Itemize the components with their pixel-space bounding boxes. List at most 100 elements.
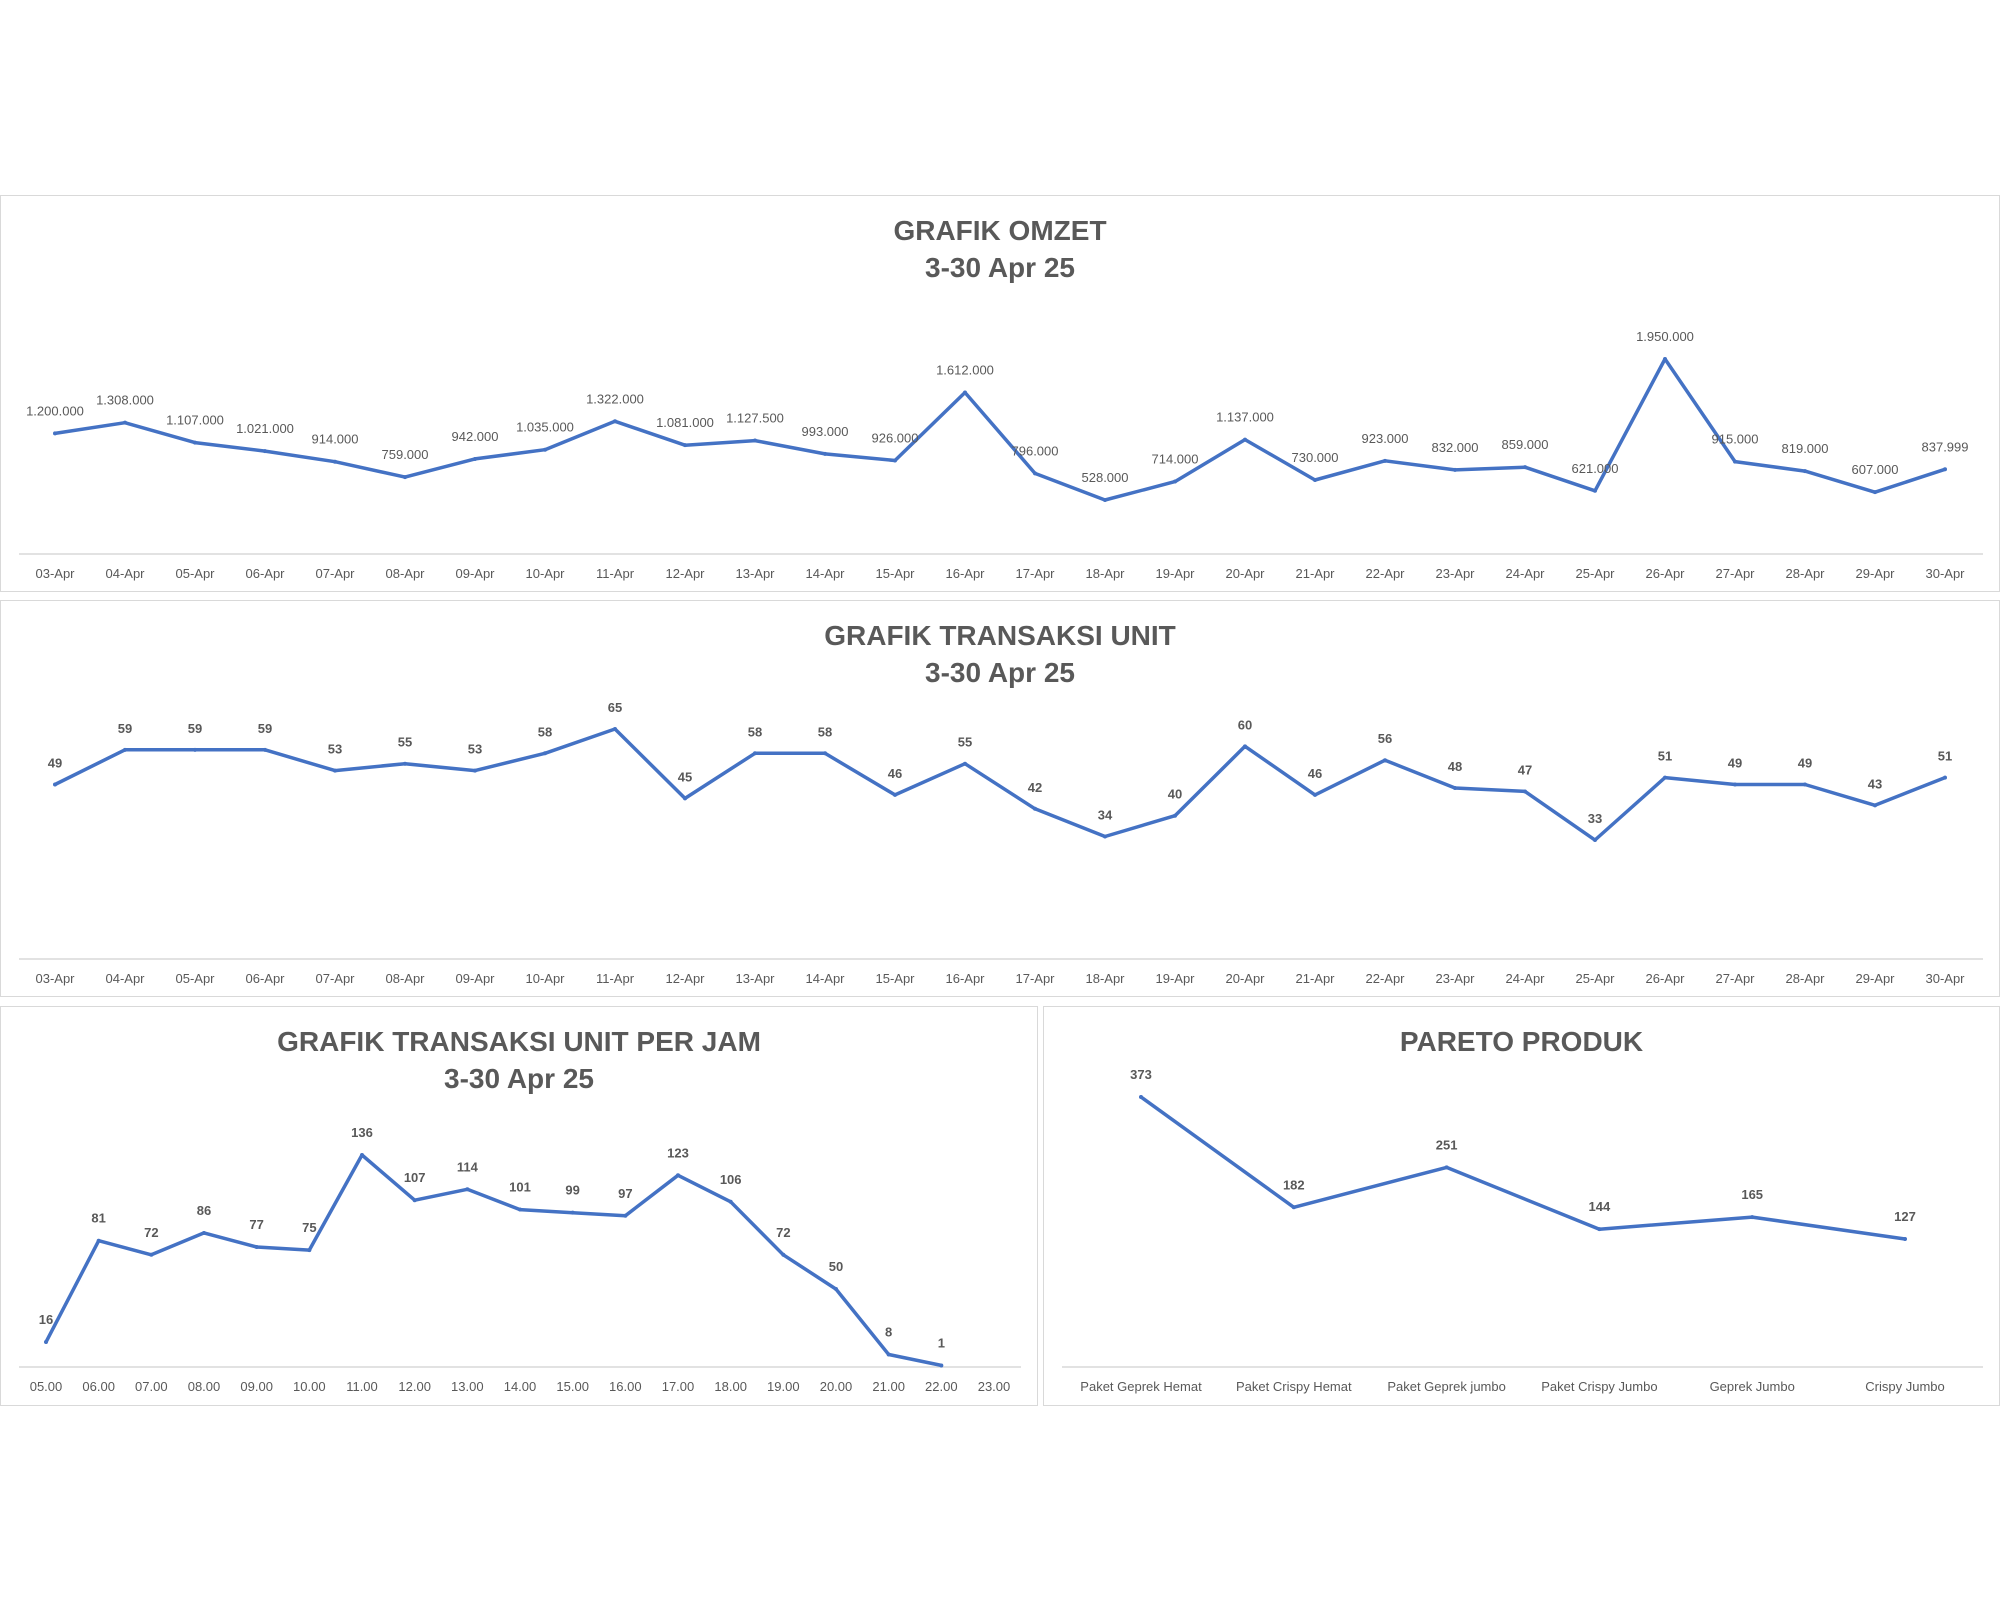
omzet-tick-label: 06-Apr xyxy=(245,566,285,581)
transaksi-tick-label: 09-Apr xyxy=(455,971,495,986)
pareto-series-line xyxy=(1139,1095,1907,1241)
per-jam-tick-label: 15.00 xyxy=(556,1379,589,1394)
transaksi-unit-chart-panel: GRAFIK TRANSAKSI UNIT 3-30 Apr 25 49 59 59… xyxy=(0,600,2000,997)
omzet-data-label: 714.000 xyxy=(1152,452,1199,467)
transaksi-tick-label: 11-Apr xyxy=(596,971,635,986)
transaksi-chart-title-block: GRAFIK TRANSAKSI UNIT 3-30 Apr 25 xyxy=(1,617,1999,691)
per-jam-data-label: 107 xyxy=(404,1170,426,1185)
omzet-line-chart: 1.200.000 1.308.000 1.107.000 1.021.000 914.… xyxy=(19,329,1983,581)
omzet-data-point xyxy=(1173,479,1177,484)
per-jam-tick-label: 17.00 xyxy=(662,1379,695,1394)
omzet-tick-label: 08-Apr xyxy=(385,566,425,581)
omzet-data-label: 923.000 xyxy=(1362,431,1409,446)
omzet-tick-label: 12-Apr xyxy=(665,566,705,581)
transaksi-data-point xyxy=(1313,792,1317,797)
transaksi-tick-label: 18-Apr xyxy=(1085,971,1125,986)
transaksi-data-point xyxy=(333,768,337,773)
transaksi-data-point xyxy=(823,751,827,756)
per-jam-tick-label: 14.00 xyxy=(504,1379,537,1394)
omzet-data-point xyxy=(683,443,687,448)
omzet-data-point xyxy=(1103,498,1107,502)
omzet-data-label: 832.000 xyxy=(1432,440,1479,455)
per-jam-data-label: 1 xyxy=(938,1335,945,1350)
omzet-data-label: 1.035.000 xyxy=(516,420,574,435)
omzet-tick-label: 26-Apr xyxy=(1645,566,1685,581)
omzet-data-label: 1.200.000 xyxy=(26,403,84,418)
omzet-data-label: 1.081.000 xyxy=(656,415,714,430)
omzet-tick-label: 11-Apr xyxy=(596,566,635,581)
omzet-tick-label: 13-Apr xyxy=(735,566,775,581)
per-jam-data-label: 86 xyxy=(197,1203,211,1218)
pareto-data-label: 373 xyxy=(1130,1067,1152,1082)
per-jam-data-point xyxy=(676,1173,680,1178)
per-jam-data-point xyxy=(939,1363,944,1368)
pareto-data-point xyxy=(1291,1205,1296,1210)
omzet-tick-label: 22-Apr xyxy=(1365,566,1405,581)
pareto-line-chart: 373 182 251 144 165 127 Paket Geprek Hemat Pake… xyxy=(1062,1067,1983,1394)
per-jam-data-point xyxy=(781,1252,786,1257)
per-jam-data-point xyxy=(149,1252,154,1257)
per-jam-data-label: 8 xyxy=(885,1325,892,1340)
transaksi-data-point xyxy=(613,727,617,731)
transaksi-data-label: 49 xyxy=(1728,756,1742,771)
per-jam-data-point xyxy=(44,1340,48,1345)
per-jam-tick-label: 07.00 xyxy=(135,1379,168,1394)
per-jam-data-label: 77 xyxy=(249,1217,263,1232)
transaksi-data-label: 60 xyxy=(1238,717,1252,732)
omzet-data-point xyxy=(613,419,617,424)
omzet-data-label: 528.000 xyxy=(1082,470,1129,485)
transaksi-tick-label: 24-Apr xyxy=(1505,971,1545,986)
transaksi-data-point xyxy=(1243,744,1247,749)
transaksi-data-label: 47 xyxy=(1518,762,1532,777)
omzet-tick-label: 21-Apr xyxy=(1295,566,1335,581)
transaksi-tick-label: 30-Apr xyxy=(1925,971,1965,986)
pareto-data-label: 251 xyxy=(1436,1137,1458,1152)
per-jam-data-point xyxy=(728,1199,733,1204)
omzet-tick-label: 23-Apr xyxy=(1435,566,1475,581)
transaksi-data-label: 55 xyxy=(958,735,972,750)
per-jam-tick-label: 08.00 xyxy=(188,1379,221,1394)
transaksi-data-point xyxy=(1733,782,1737,787)
omzet-data-label: 1.107.000 xyxy=(166,413,224,428)
per-jam-data-point xyxy=(96,1238,101,1243)
transaksi-data-point xyxy=(1943,775,1947,780)
transaksi-data-point xyxy=(1383,758,1387,763)
transaksi-data-label: 56 xyxy=(1378,731,1392,746)
omzet-data-label: 859.000 xyxy=(1502,437,1549,452)
transaksi-data-label: 55 xyxy=(398,735,412,750)
transaksi-data-label: 51 xyxy=(1658,749,1672,764)
transaksi-chart-subtitle: 3-30 Apr 25 xyxy=(925,657,1075,688)
transaksi-data-label: 58 xyxy=(748,724,762,739)
transaksi-data-point xyxy=(893,792,897,797)
per-jam-data-label: 16 xyxy=(39,1312,53,1327)
transaksi-data-label: 59 xyxy=(188,721,202,736)
transaksi-data-point xyxy=(1173,813,1177,818)
per-jam-chart-subtitle: 3-30 Apr 25 xyxy=(444,1063,594,1094)
transaksi-data-label: 43 xyxy=(1868,776,1882,791)
omzet-data-point xyxy=(1313,477,1317,482)
transaksi-data-point xyxy=(1663,775,1667,780)
transaksi-data-point xyxy=(263,747,267,752)
per-jam-chart-title-block: GRAFIK TRANSAKSI UNIT PER JAM 3-30 Apr 2… xyxy=(1,1023,1037,1097)
transaksi-data-point xyxy=(403,761,407,766)
omzet-data-point xyxy=(1453,467,1457,472)
transaksi-data-point xyxy=(1523,789,1527,794)
transaksi-data-label: 58 xyxy=(538,724,552,739)
omzet-data-point xyxy=(963,390,967,395)
omzet-tick-label: 07-Apr xyxy=(315,566,355,581)
transaksi-tick-label: 05-Apr xyxy=(175,971,215,986)
per-jam-data-point xyxy=(202,1230,206,1235)
transaksi-data-label: 59 xyxy=(258,721,272,736)
omzet-tick-label: 17-Apr xyxy=(1015,566,1055,581)
omzet-data-point xyxy=(263,449,267,454)
transaksi-tick-label: 15-Apr xyxy=(875,971,915,986)
omzet-data-point xyxy=(1733,459,1737,464)
pareto-data-point xyxy=(1903,1237,1907,1241)
transaksi-tick-label: 03-Apr xyxy=(35,971,75,986)
per-jam-tick-label: 16.00 xyxy=(609,1379,642,1394)
transaksi-tick-label: 17-Apr xyxy=(1015,971,1055,986)
transaksi-tick-label: 12-Apr xyxy=(665,971,705,986)
omzet-data-label: 1.612.000 xyxy=(936,363,994,378)
omzet-data-label: 926.000 xyxy=(872,431,919,446)
omzet-data-label: 942.000 xyxy=(452,429,499,444)
